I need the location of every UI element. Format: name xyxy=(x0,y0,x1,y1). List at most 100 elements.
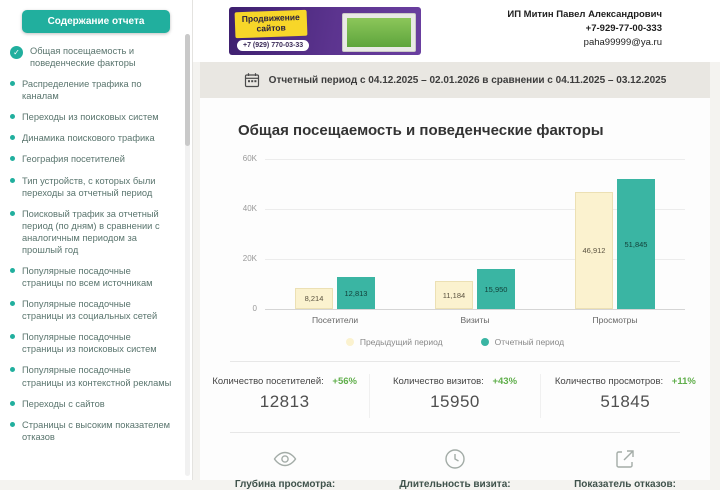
sidebar-list: ✓ Общая посещаемость и поведенческие факт… xyxy=(0,41,192,456)
sidebar-item[interactable]: Переходы из поисковых систем xyxy=(10,111,174,123)
bullet-icon xyxy=(10,177,15,183)
contact-phone: +7-929-77-00-333 xyxy=(585,22,662,34)
bar-value-label: 46,912 xyxy=(582,246,606,255)
sidebar-scrollbar[interactable] xyxy=(185,34,190,476)
top-header: Продвижение сайтов +7 (929) 770-03-33 ИП… xyxy=(193,0,720,62)
bar-previous-period: 46,912 xyxy=(575,192,613,309)
bar-group: 8,214 12,813 xyxy=(265,159,405,309)
bounce-arrow-icon xyxy=(616,450,634,468)
banner-badge: Продвижение сайтов xyxy=(234,9,308,38)
gridline xyxy=(265,309,685,310)
sidebar-item-label: Популярные посадочные страницы из социал… xyxy=(22,299,158,322)
sidebar-item[interactable]: Переходы с сайтов xyxy=(10,398,174,410)
sidebar-item[interactable]: Распределение трафика по каналам xyxy=(10,78,174,102)
bullet-icon xyxy=(10,114,15,120)
sidebar: Содержание отчета ✓ Общая посещаемость и … xyxy=(0,0,193,480)
chart-legend: Предыдущий период Отчетный период xyxy=(225,337,685,347)
eye-icon xyxy=(273,451,297,467)
sidebar-item[interactable]: Популярные посадочные страницы из социал… xyxy=(10,298,174,322)
promo-banner-image: Продвижение сайтов +7 (929) 770-03-33 xyxy=(229,7,421,55)
bullet-icon xyxy=(10,81,15,87)
stat-visits: Количество визитов: +43% 15950 xyxy=(369,374,539,418)
sidebar-item[interactable]: Популярные посадочные страницы по всем и… xyxy=(10,265,174,289)
banner-laptop-screen xyxy=(342,13,416,52)
metric-label: Показатель отказов: xyxy=(574,479,676,490)
bullet-icon xyxy=(10,334,15,340)
sidebar-item[interactable]: ✓ Общая посещаемость и поведенческие факт… xyxy=(10,45,174,69)
bullet-icon xyxy=(10,156,15,162)
bar-previous-period: 11,184 xyxy=(435,281,473,309)
sidebar-item-label: Переходы из поисковых систем xyxy=(22,112,159,123)
bullet-icon xyxy=(10,135,15,141)
bar-group: 11,184 15,950 xyxy=(405,159,545,309)
y-tick-label: 20K xyxy=(242,254,257,263)
sidebar-scrollbar-thumb[interactable] xyxy=(185,34,190,146)
chart-groups: 8,214 12,813 11,184 15,950 46,912 51,845 xyxy=(265,159,685,309)
sidebar-item[interactable]: Популярные посадочные страницы из поиско… xyxy=(10,331,174,355)
metric-bounce: Показатель отказов: xyxy=(540,447,710,490)
sidebar-item[interactable]: Страницы с высоким показателем отказов xyxy=(10,419,174,443)
stat-delta: +11% xyxy=(671,376,696,387)
sidebar-item[interactable]: География посетителей xyxy=(10,153,174,165)
metric-duration: Длительность визита: xyxy=(370,447,540,490)
bar-current-period: 12,813 xyxy=(337,277,375,309)
sidebar-title: Содержание отчета xyxy=(22,10,170,33)
sidebar-item-label: Популярные посадочные страницы по всем и… xyxy=(22,266,153,289)
contact-name: ИП Митин Павел Александрович xyxy=(507,9,662,20)
stats-row: Количество посетителей: +56% 12813 Колич… xyxy=(200,374,710,418)
sidebar-item[interactable]: Поисковый трафик за отчетный период (по … xyxy=(10,208,174,256)
page-title: Общая посещаемость и поведенческие факто… xyxy=(238,122,604,139)
bar-value-label: 12,813 xyxy=(344,288,368,298)
stat-label: Количество просмотров: xyxy=(554,376,664,387)
sidebar-item[interactable]: Популярные посадочные страницы из контек… xyxy=(10,364,174,388)
divider xyxy=(230,361,680,362)
metrics-row: Глубина просмотра: Длительность визита: … xyxy=(200,447,710,490)
legend-dot-icon xyxy=(345,338,354,346)
sidebar-item-label: Тип устройств, с которых были переходы з… xyxy=(22,175,156,198)
bar-value-label: 51,845 xyxy=(624,239,648,249)
report-period-bar: Отчетный период с 04.12.2025 – 02.01.202… xyxy=(200,62,710,98)
check-icon: ✓ xyxy=(10,46,23,59)
bullet-icon xyxy=(10,421,15,427)
gridline xyxy=(265,259,685,260)
report-period-text: Отчетный период с 04.12.2025 – 02.01.202… xyxy=(268,74,667,86)
legend-dot-icon xyxy=(480,338,489,346)
sidebar-item-label: Общая посещаемость и поведенческие факто… xyxy=(30,46,136,69)
stat-visitors: Количество посетителей: +56% 12813 xyxy=(200,374,369,418)
chart-xlabels: Посетители Визиты Просмотры xyxy=(265,309,685,325)
clock-icon xyxy=(445,449,465,469)
contact-block: ИП Митин Павел Александрович +7-929-77-0… xyxy=(507,8,662,49)
legend-item: Отчетный период xyxy=(480,337,565,347)
stat-delta: +56% xyxy=(332,376,357,387)
x-axis-label: Посетители xyxy=(311,315,359,325)
gridline xyxy=(265,159,685,160)
chart-plot: 8,214 12,813 11,184 15,950 46,912 51,845 xyxy=(265,159,685,310)
sidebar-item-label: Страницы с высоким показателем отказов xyxy=(22,419,171,442)
contact-email[interactable]: paha99999@ya.ru xyxy=(583,36,662,48)
legend-label: Предыдущий период xyxy=(359,337,443,347)
sidebar-item[interactable]: Тип устройств, с которых были переходы з… xyxy=(10,175,174,199)
sidebar-item-label: География посетителей xyxy=(22,154,125,165)
chart-yaxis: 0 20K 40K 60K xyxy=(225,154,257,313)
bullet-icon xyxy=(10,210,15,216)
stat-value: 51845 xyxy=(600,392,651,411)
banner-line2: сайтов xyxy=(256,22,286,34)
gridline xyxy=(265,209,685,210)
sidebar-item[interactable]: Динамика поискового трафика xyxy=(10,132,174,144)
legend-label: Отчетный период xyxy=(494,337,565,347)
divider xyxy=(230,432,680,433)
sidebar-item-label: Популярные посадочные страницы из поиско… xyxy=(22,332,157,355)
bar-value-label: 11,184 xyxy=(442,290,466,300)
y-tick-label: 60K xyxy=(242,154,257,163)
sidebar-item-label: Поисковый трафик за отчетный период (по … xyxy=(22,208,160,255)
stat-label: Количество посетителей: xyxy=(212,376,324,387)
stat-value: 12813 xyxy=(259,392,310,411)
bullet-icon xyxy=(10,400,15,406)
bar-value-label: 8,214 xyxy=(304,294,324,303)
main-content: Общая посещаемость и поведенческие факто… xyxy=(200,98,710,490)
banner-phone: +7 (929) 770-03-33 xyxy=(237,40,310,51)
metric-label: Глубина просмотра: xyxy=(234,479,336,490)
sidebar-item-label: Динамика поискового трафика xyxy=(22,133,155,144)
traffic-bar-chart: 0 20K 40K 60K 8,214 12,813 11,184 15,950 46,912… xyxy=(225,154,685,347)
bar-current-period: 15,950 xyxy=(477,269,515,309)
